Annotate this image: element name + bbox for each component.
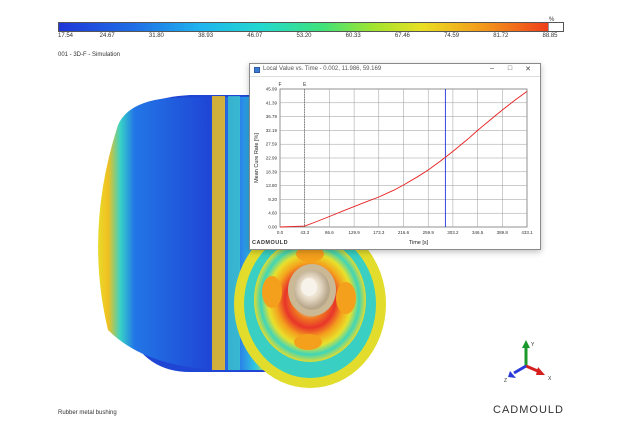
scene-title: 001 - 3D-F - Simulation	[58, 52, 121, 58]
close-icon[interactable]: ✕	[525, 66, 531, 73]
marker-label: F	[278, 82, 281, 88]
x-tick-label: 389.8	[497, 230, 509, 235]
color-scale-tick-label: 67.46	[394, 33, 410, 39]
z-axis-label: Z	[504, 378, 507, 384]
y-tick-label: 41.39	[266, 100, 278, 105]
axis-triad[interactable]: Y X Z	[498, 340, 558, 384]
maximize-icon[interactable]: □	[507, 65, 513, 72]
x-tick-label: 303.2	[447, 230, 459, 235]
color-scale-tick-label: 31.80	[148, 33, 164, 39]
color-scale-tick-label: 81.72	[493, 33, 509, 39]
y-tick-label: 22.99	[266, 156, 278, 161]
x-tick-label: 0.0	[277, 230, 284, 235]
y-tick-label: 27.59	[266, 142, 278, 147]
cylinder-end-face	[234, 220, 386, 388]
x-tick-label: 346.5	[472, 230, 484, 235]
color-scale-bar	[58, 22, 564, 32]
chart-app-icon	[254, 67, 260, 73]
minimize-icon[interactable]: –	[490, 65, 494, 72]
local-value-window[interactable]: Local Value vs. Time - 0.002, 11.986, 59…	[249, 63, 541, 250]
color-scale-tick-label: 17.54	[58, 33, 74, 39]
color-scale-tick-label: 60.33	[345, 33, 361, 39]
color-scale-tick-label: 74.59	[444, 33, 460, 39]
x-axis-label: X	[548, 376, 552, 382]
x-tick-label: 259.9	[423, 230, 435, 235]
x-tick-label: 216.6	[398, 230, 410, 235]
color-scale-unit: %	[549, 17, 555, 23]
color-scale-tick-label: 38.93	[198, 33, 214, 39]
y-tick-label: 0.00	[268, 225, 277, 230]
x-tick-label: 86.6	[325, 230, 334, 235]
brand-logo: CADMOULD	[493, 404, 564, 416]
cure-rate-series-line	[279, 91, 528, 228]
cure-rate-chart[interactable]: 0.0 43.3 86.6 129.9 173.3 216.6 259.9 303.2 346.…	[250, 77, 540, 249]
y-tick-label: 18.39	[266, 169, 278, 174]
z-axis-arrow	[513, 364, 527, 375]
color-scale-overflow	[548, 23, 563, 31]
x-tick-label: 129.9	[348, 230, 360, 235]
y-tick-label: 4.60	[268, 211, 277, 216]
x-tick-label: 433.1	[521, 230, 533, 235]
y-axis-title: Mean Cure Rate [%]	[254, 133, 260, 183]
x-tick-label: 43.3	[300, 230, 309, 235]
y-tick-label: 36.79	[266, 114, 278, 119]
x-tick-label: 173.3	[373, 230, 385, 235]
model-name: Rubber metal bushing	[58, 410, 117, 416]
color-scale-tick-label: 88.85	[542, 33, 558, 39]
window-titlebar[interactable]: Local Value vs. Time - 0.002, 11.986, 59…	[250, 64, 540, 77]
chart-watermark: CADMOULD	[252, 240, 288, 246]
color-scale-tick-label: 24.67	[99, 33, 115, 39]
window-title: Local Value vs. Time - 0.002, 11.986, 59…	[263, 66, 382, 72]
x-axis-title: Time [s]	[409, 240, 429, 246]
y-tick-label: 45.99	[266, 87, 278, 92]
y-axis-label: Y	[531, 342, 535, 348]
y-tick-label: 32.19	[266, 128, 278, 133]
y-tick-label: 13.80	[266, 183, 278, 188]
color-scale-tick-label: 46.07	[247, 33, 263, 39]
marker-label: E	[303, 82, 307, 88]
color-scale-tick-label: 53.20	[296, 33, 312, 39]
y-tick-label: 9.20	[268, 197, 277, 202]
